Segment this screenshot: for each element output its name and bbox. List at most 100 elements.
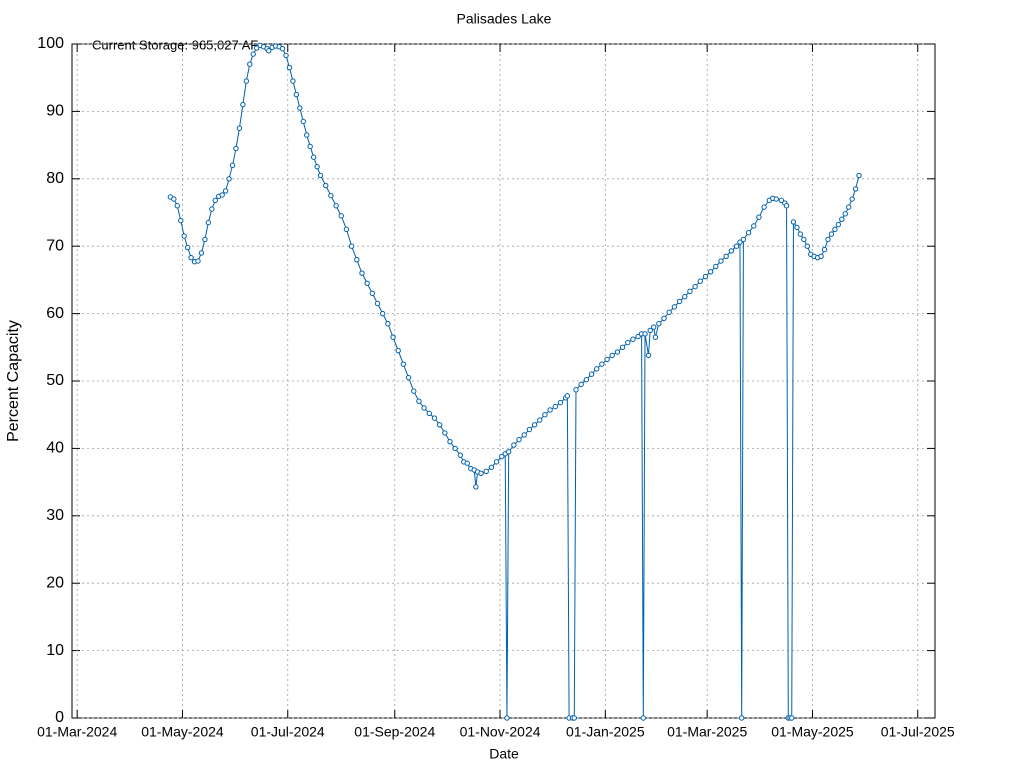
data-point bbox=[205, 219, 212, 226]
data-point bbox=[283, 52, 289, 59]
data-point bbox=[542, 412, 548, 418]
data-point bbox=[343, 226, 350, 233]
data-point bbox=[740, 236, 747, 243]
data-point bbox=[416, 398, 422, 404]
data-point bbox=[188, 254, 194, 261]
y-tick-label: 40 bbox=[46, 440, 64, 457]
y-tick-label: 70 bbox=[46, 237, 64, 254]
data-point bbox=[253, 45, 260, 51]
data-point bbox=[250, 51, 256, 57]
data-point bbox=[286, 64, 293, 71]
data-point bbox=[447, 438, 453, 445]
data-point bbox=[464, 460, 470, 466]
data-point bbox=[390, 334, 396, 340]
data-point bbox=[676, 298, 683, 305]
data-point bbox=[266, 48, 272, 54]
data-point bbox=[209, 206, 215, 212]
data-point bbox=[212, 197, 218, 204]
data-point bbox=[619, 344, 626, 350]
series-line bbox=[170, 44, 860, 719]
data-point bbox=[473, 484, 479, 490]
x-tick-label: 01-Jan-2025 bbox=[566, 724, 645, 740]
data-point bbox=[687, 288, 693, 295]
data-point bbox=[300, 118, 306, 125]
chart-title: Palisades Lake bbox=[457, 11, 552, 27]
y-tick-label: 10 bbox=[46, 642, 64, 659]
data-point bbox=[431, 415, 438, 421]
data-point bbox=[666, 309, 672, 315]
data-point bbox=[756, 214, 762, 220]
data-point bbox=[794, 224, 800, 231]
data-point bbox=[359, 270, 365, 276]
x-axis-label: Date bbox=[489, 746, 519, 762]
data-point bbox=[226, 176, 232, 182]
y-tick-label: 0 bbox=[55, 709, 64, 726]
data-point bbox=[790, 219, 797, 225]
data-point bbox=[573, 387, 579, 393]
data-point bbox=[405, 374, 412, 381]
data-point bbox=[547, 407, 553, 413]
data-point bbox=[483, 468, 489, 475]
data-point bbox=[457, 452, 464, 458]
data-point bbox=[307, 143, 313, 150]
data-point bbox=[364, 280, 370, 286]
data-point bbox=[181, 233, 187, 239]
data-point bbox=[493, 459, 500, 465]
data-point bbox=[222, 188, 229, 194]
data-point bbox=[426, 410, 432, 417]
data-point bbox=[645, 352, 652, 359]
data-point bbox=[379, 310, 386, 317]
data-point bbox=[219, 192, 225, 198]
data-point bbox=[290, 78, 296, 84]
data-point bbox=[279, 46, 286, 52]
y-axis-label: Percent Capacity bbox=[5, 320, 22, 442]
data-point bbox=[174, 203, 180, 209]
data-point bbox=[625, 339, 631, 346]
data-point bbox=[478, 470, 484, 477]
data-point bbox=[640, 715, 647, 721]
data-point bbox=[297, 105, 303, 111]
data-point bbox=[650, 324, 657, 330]
data-point bbox=[738, 715, 745, 721]
x-tick-label: 01-Mar-2025 bbox=[667, 724, 747, 740]
data-point bbox=[797, 231, 804, 237]
data-point bbox=[202, 236, 208, 243]
x-tick-label: 01-May-2025 bbox=[771, 724, 854, 740]
data-point bbox=[671, 304, 678, 310]
data-point bbox=[178, 217, 184, 224]
data-point bbox=[604, 356, 610, 363]
data-point bbox=[552, 403, 558, 410]
data-point bbox=[521, 432, 527, 438]
data-point bbox=[505, 449, 512, 455]
data-point bbox=[247, 61, 253, 67]
x-tick-label: 01-Jul-2024 bbox=[251, 724, 325, 740]
data-point bbox=[436, 422, 443, 428]
data-point bbox=[578, 381, 584, 388]
data-point bbox=[828, 231, 835, 237]
data-point bbox=[594, 366, 600, 372]
data-point bbox=[195, 258, 201, 264]
data-point bbox=[835, 221, 842, 228]
data-point bbox=[385, 321, 391, 327]
data-point bbox=[846, 204, 852, 210]
data-point bbox=[198, 250, 205, 256]
y-tick-label: 60 bbox=[46, 305, 64, 322]
data-point bbox=[818, 253, 824, 260]
y-tick-label: 20 bbox=[46, 574, 64, 591]
x-tick-label: 01-Nov-2024 bbox=[460, 724, 541, 740]
data-point bbox=[789, 715, 795, 721]
data-point bbox=[801, 236, 807, 243]
y-tick-label: 30 bbox=[46, 507, 64, 524]
data-point bbox=[323, 182, 329, 189]
data-point bbox=[821, 246, 828, 253]
data-point bbox=[411, 388, 417, 394]
data-point bbox=[661, 315, 667, 322]
data-point bbox=[171, 196, 177, 202]
data-point bbox=[354, 256, 360, 263]
data-point bbox=[702, 273, 709, 280]
data-point bbox=[707, 269, 714, 275]
data-point bbox=[571, 715, 577, 721]
data-point bbox=[526, 426, 533, 433]
